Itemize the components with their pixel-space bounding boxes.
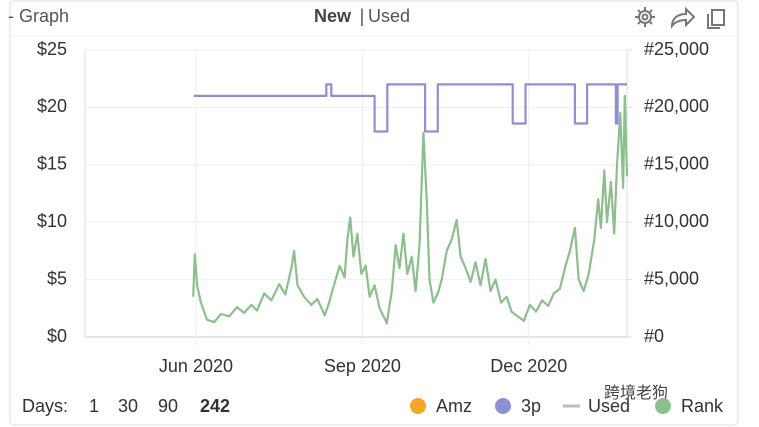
header-title[interactable]: - Graph (8, 6, 69, 26)
x-tick-label: Sep 2020 (324, 356, 401, 376)
legend-marker (655, 398, 671, 414)
legend-label[interactable]: 3p (521, 396, 541, 416)
x-tick-label: Dec 2020 (490, 356, 567, 376)
tab-new[interactable]: New (314, 6, 352, 26)
y2-tick-label: #5,000 (644, 268, 699, 288)
y2-tick-label: #15,000 (644, 154, 709, 174)
y2-tick-label: #10,000 (644, 211, 709, 231)
x-tick-label: Jun 2020 (159, 356, 233, 376)
share-icon[interactable] (670, 6, 696, 30)
copy-icon[interactable] (707, 9, 725, 29)
series-line (193, 83, 627, 133)
y-tick-label: $0 (47, 326, 67, 346)
tab-used[interactable]: Used (368, 6, 410, 26)
watermark: 跨境老狗 (604, 383, 668, 402)
legend-marker (410, 398, 426, 414)
y2-tick-label: #25,000 (644, 39, 709, 59)
days-option[interactable]: 90 (158, 396, 178, 416)
y-tick-label: $15 (37, 154, 67, 174)
legend-label[interactable]: Rank (681, 396, 724, 416)
tab-separator: | (360, 6, 365, 26)
y-tick-label: $5 (47, 268, 67, 288)
y2-tick-label: #0 (644, 326, 664, 346)
days-label: Days: (22, 396, 68, 416)
days-option-selected[interactable]: 242 (200, 396, 230, 416)
legend-label[interactable]: Used (588, 396, 630, 416)
settings-icon[interactable] (635, 7, 655, 27)
legend-marker (495, 398, 511, 414)
y-tick-label: $25 (37, 39, 67, 59)
y-tick-label: $20 (37, 96, 67, 116)
legend-label[interactable]: Amz (436, 396, 472, 416)
series-line (192, 94, 629, 325)
y-tick-label: $10 (37, 211, 67, 231)
days-option[interactable]: 30 (118, 396, 138, 416)
days-option[interactable]: 1 (89, 396, 99, 416)
y2-tick-label: #20,000 (644, 96, 709, 116)
